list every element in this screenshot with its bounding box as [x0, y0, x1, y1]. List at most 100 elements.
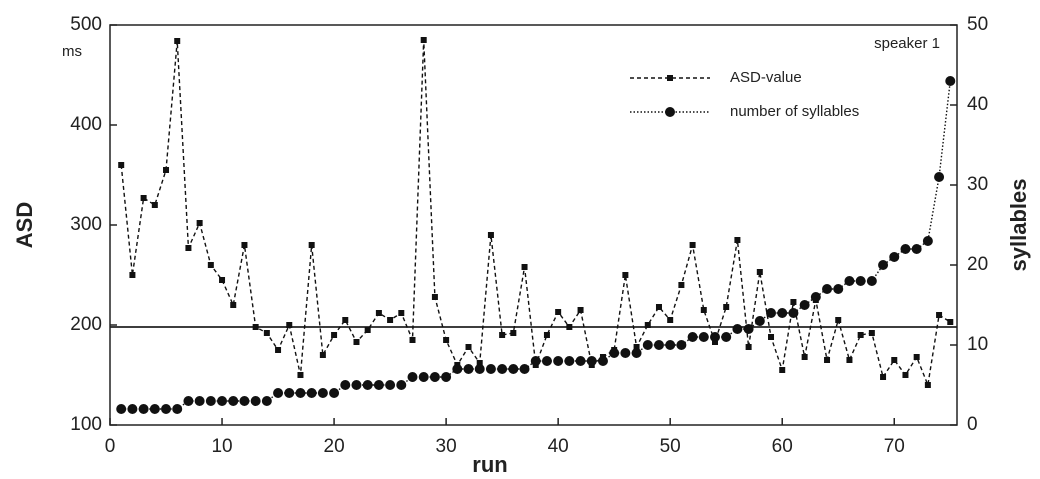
y-tick-label: 500 [70, 14, 102, 35]
point [947, 319, 954, 325]
point [351, 380, 362, 390]
point [364, 327, 371, 333]
point [398, 310, 405, 316]
point [622, 272, 629, 278]
point [676, 340, 687, 350]
point [777, 308, 788, 318]
point [465, 344, 472, 350]
point [151, 202, 158, 208]
point [597, 356, 608, 366]
point [499, 332, 506, 338]
point [485, 364, 496, 374]
point [936, 312, 943, 318]
point [353, 339, 360, 345]
point [138, 404, 149, 414]
point [387, 317, 394, 323]
point [790, 299, 797, 305]
point [866, 276, 877, 286]
point [284, 388, 295, 398]
point [900, 244, 911, 254]
y-tick-label: 200 [70, 314, 102, 335]
point [868, 330, 875, 336]
point [745, 344, 752, 350]
point [902, 372, 909, 378]
y2-tick-label: 30 [967, 174, 988, 195]
point [799, 300, 810, 310]
y2-tick-label: 0 [967, 414, 978, 435]
point [463, 364, 474, 374]
point [297, 372, 304, 378]
point [420, 37, 427, 43]
series-line [120, 39, 951, 388]
point [273, 388, 284, 398]
point [521, 264, 528, 270]
point [822, 284, 833, 294]
point [250, 396, 261, 406]
point [172, 404, 183, 414]
point [474, 364, 485, 374]
point [653, 340, 664, 350]
point [844, 276, 855, 286]
point [855, 276, 866, 286]
legend-label: number of syllables [730, 103, 859, 120]
point [756, 269, 763, 275]
point [127, 404, 138, 414]
point [239, 396, 250, 406]
y2-axis-title: syllables [1006, 179, 1031, 272]
annotation: speaker 1 [874, 35, 940, 52]
x-tick-label: 70 [884, 436, 905, 457]
point [768, 334, 775, 340]
point [833, 284, 844, 294]
point [846, 357, 853, 363]
x-tick-label: 50 [660, 436, 681, 457]
point [319, 352, 326, 358]
point [118, 162, 125, 168]
point [934, 172, 945, 182]
point [575, 356, 586, 366]
point [342, 317, 349, 323]
point [375, 310, 382, 316]
point [407, 372, 418, 382]
point [880, 374, 887, 380]
point [497, 364, 508, 374]
point [217, 396, 228, 406]
point [149, 404, 160, 414]
point [620, 348, 631, 358]
y2-tick-label: 50 [967, 14, 988, 35]
point [228, 396, 239, 406]
point [230, 302, 237, 308]
point [163, 167, 170, 173]
point [633, 344, 640, 350]
point [510, 330, 517, 336]
point [889, 252, 900, 262]
point [431, 294, 438, 300]
point [530, 356, 541, 366]
point [487, 232, 494, 238]
point [754, 316, 765, 326]
x-tick-label: 30 [436, 436, 457, 457]
point [452, 364, 463, 374]
point [161, 404, 172, 414]
point [129, 272, 136, 278]
point [429, 372, 440, 382]
point [698, 332, 709, 342]
point [788, 308, 799, 318]
point [207, 262, 214, 268]
point [913, 354, 920, 360]
point [196, 220, 203, 226]
point [564, 356, 575, 366]
point [609, 348, 620, 358]
point [286, 322, 293, 328]
point [263, 330, 270, 336]
legend-label: ASD-value [730, 69, 802, 86]
point [810, 292, 821, 302]
y2-tick-label: 10 [967, 334, 988, 355]
y-tick-label: 400 [70, 114, 102, 135]
point [766, 308, 777, 318]
point [409, 337, 416, 343]
x-tick-label: 40 [548, 436, 569, 457]
point [642, 340, 653, 350]
point [732, 324, 743, 334]
point [577, 307, 584, 313]
point [219, 277, 226, 283]
